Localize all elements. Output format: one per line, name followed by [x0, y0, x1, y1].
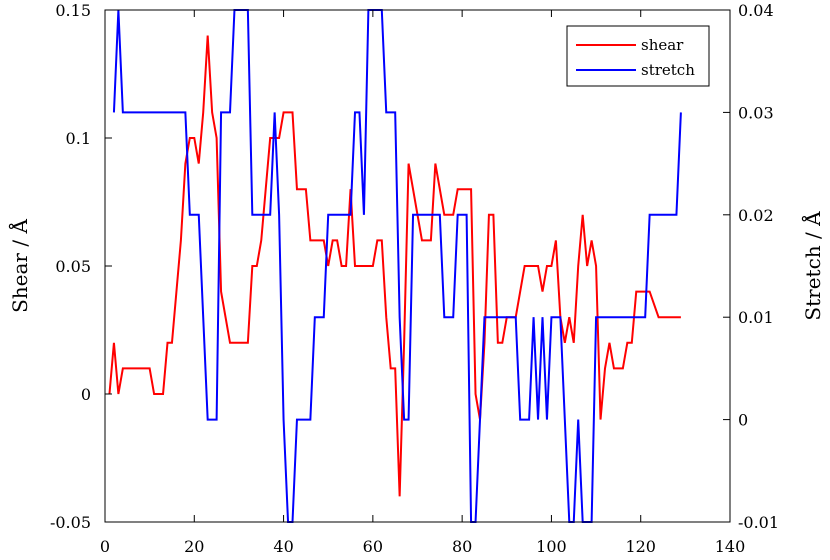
plot-area: [105, 10, 730, 522]
series-line-stretch: [112, 9, 682, 523]
x-tick-label: 120: [625, 537, 656, 556]
legend-box: [566, 25, 710, 87]
x-tick-label: 60: [363, 537, 383, 556]
y-left-tick-label: 0.1: [66, 129, 91, 148]
series-layer: [108, 9, 682, 523]
y-right-tick-label: 0.01: [738, 308, 774, 327]
legend-label-stretch: stretch: [641, 61, 695, 79]
legend-label-shear: shear: [641, 36, 684, 54]
legend: shear stretch: [566, 25, 710, 87]
y-axis-left-title: Shear / Å: [7, 219, 32, 313]
plot-frame: [104, 9, 731, 523]
y-right-tick-label: 0.04: [738, 1, 774, 20]
x-tick-label: 140: [715, 537, 746, 556]
y-right-tick-label: 0.03: [738, 103, 774, 122]
x-tick-label: 80: [452, 537, 472, 556]
x-tick-label: 0: [100, 537, 110, 556]
x-tick-label: 20: [184, 537, 204, 556]
axis-layer: 0 20 40 60 80 100 120 140 -0.05 0 0.05 0.1 0.15 -0.01…: [50, 1, 779, 556]
y-right-tick-label: 0.02: [738, 206, 774, 225]
y-right-tick-label: -0.01: [738, 513, 779, 532]
y-left-tick-label: 0.15: [55, 1, 91, 20]
y-left-tick-label: 0.05: [55, 257, 91, 276]
x-tick-label: 100: [536, 537, 567, 556]
x-tick-label: 40: [273, 537, 293, 556]
y-axis-right-title: Stretch / Å: [800, 211, 825, 321]
series-line-shear: [108, 35, 681, 497]
y-left-tick-label: -0.05: [50, 513, 91, 532]
y-left-tick-label: 0: [81, 385, 91, 404]
y-right-tick-label: 0: [738, 411, 748, 430]
